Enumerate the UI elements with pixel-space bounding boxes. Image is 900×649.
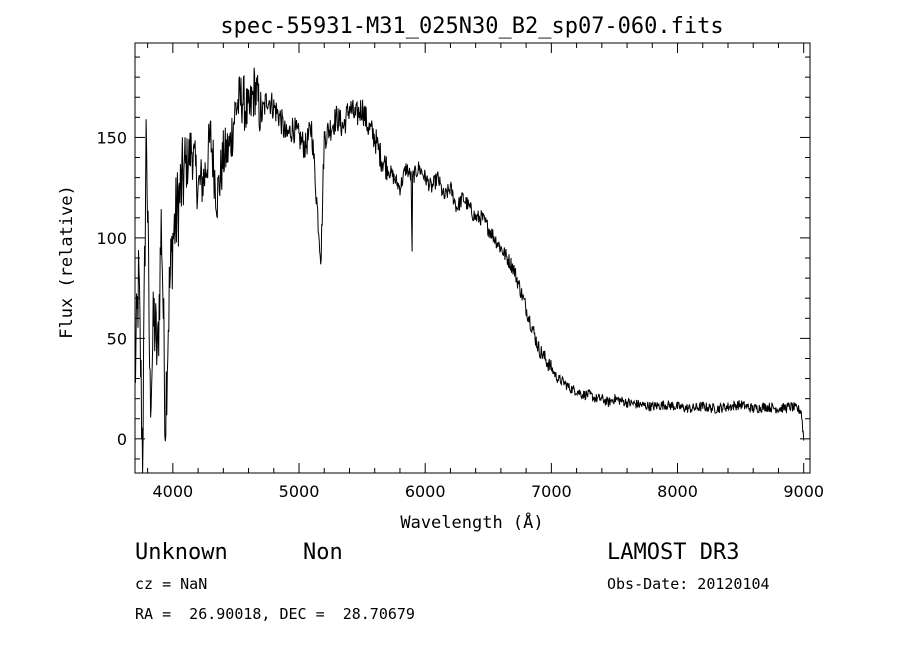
x-tick-label: 4000	[152, 482, 193, 501]
x-tick-label: 5000	[279, 482, 320, 501]
coordinates: RA = 26.90018, DEC = 28.70679	[135, 605, 415, 623]
x-tick-label: 8000	[657, 482, 698, 501]
y-tick-label: 50	[107, 329, 127, 348]
x-axis-label: Wavelength (Å)	[400, 511, 543, 533]
y-tick-label: 100	[96, 229, 127, 248]
spectrum-line	[134, 67, 805, 474]
y-tick-label: 0	[117, 430, 127, 449]
object-type: Unknown	[135, 540, 228, 565]
object-subclass: Non	[303, 540, 343, 565]
redshift-cz: cz = NaN	[135, 575, 207, 593]
plot-area: 4000 5000 6000 7000 8000 9000 0 50 100 150	[96, 42, 824, 501]
x-tick-label: 9000	[783, 482, 824, 501]
y-axis: 0 50 100 150	[96, 56, 810, 460]
y-tick-label: 150	[96, 128, 127, 147]
y-axis-label: Flux (relative)	[57, 185, 77, 339]
survey-name: LAMOST DR3	[607, 540, 739, 565]
obs-date: Obs-Date: 20120104	[607, 575, 770, 593]
x-tick-label: 7000	[531, 482, 572, 501]
chart-title: spec-55931-M31_025N30_B2_sp07-060.fits	[220, 14, 723, 39]
x-tick-label: 6000	[405, 482, 446, 501]
x-axis: 4000 5000 6000 7000 8000 9000	[147, 43, 824, 501]
